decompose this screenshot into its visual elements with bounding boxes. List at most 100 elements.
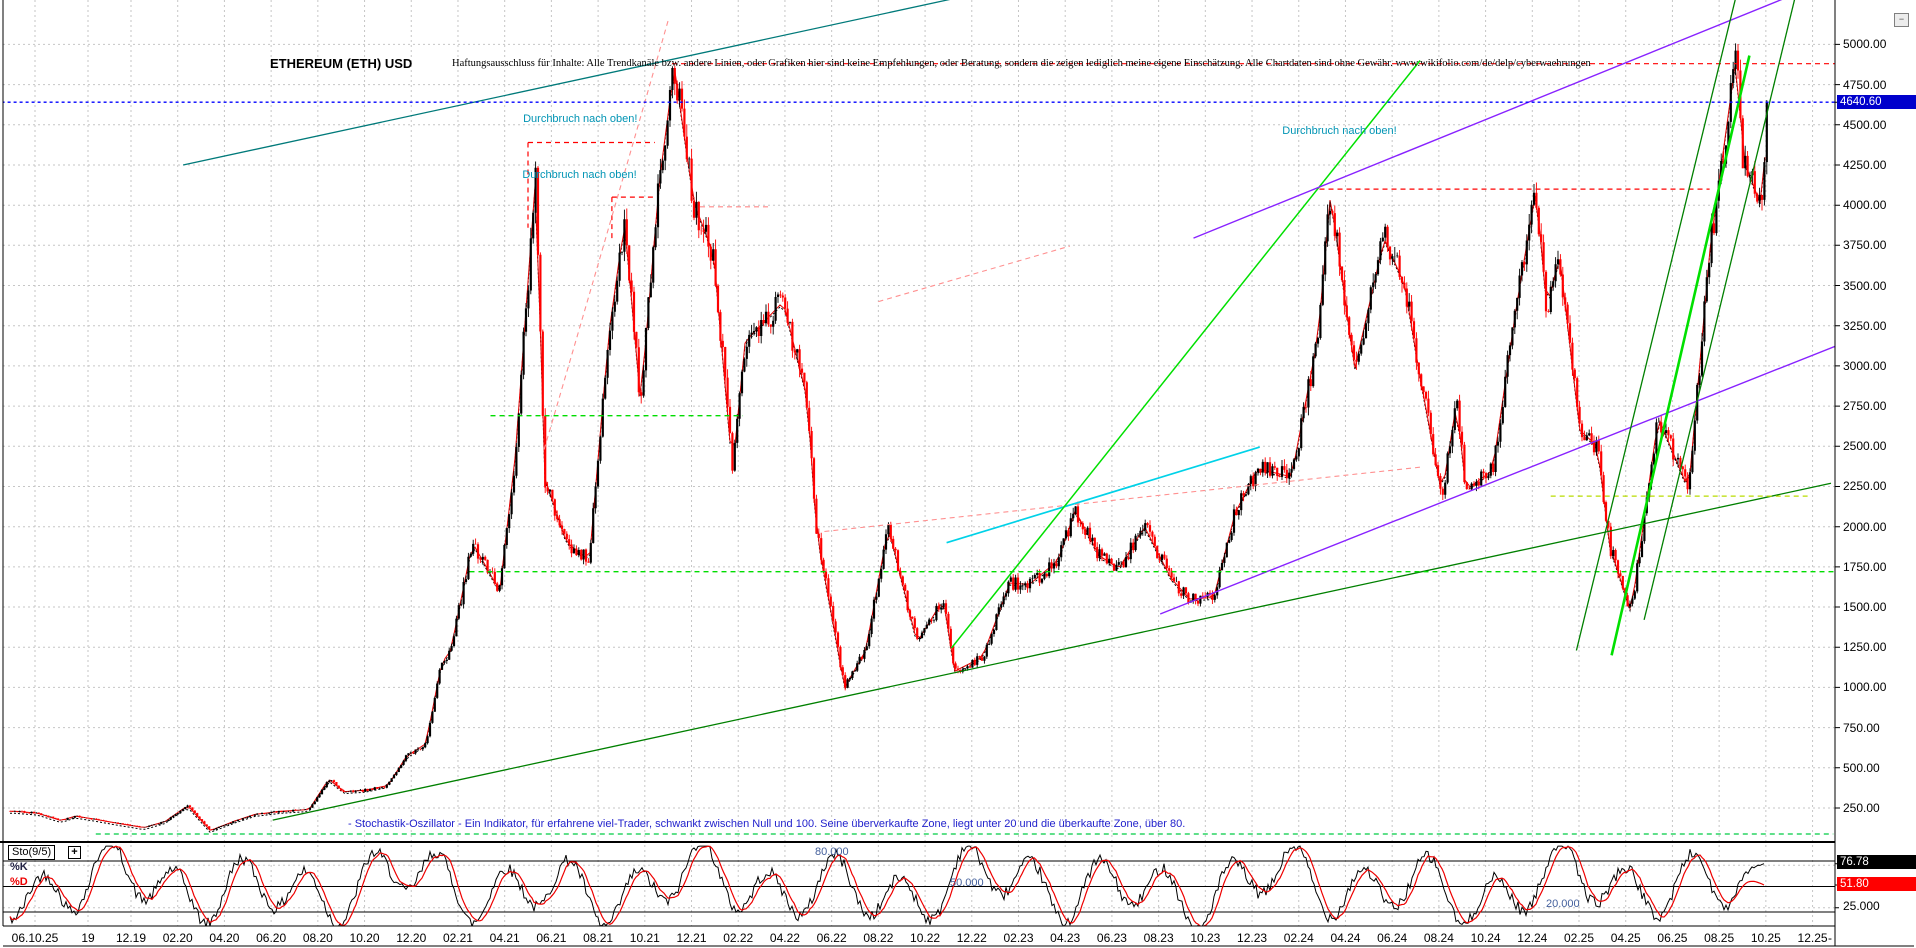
date-tick-label: 08.23 xyxy=(1143,931,1174,945)
steep-channel-right-2025 xyxy=(1643,0,1796,621)
date-tick-label: 06.21 xyxy=(536,931,567,945)
date-tick-label: 08.24 xyxy=(1423,931,1454,945)
green-longterm-support xyxy=(272,482,1832,821)
price-tick-label: 2750.00 xyxy=(1843,399,1887,414)
indicator-expand-button[interactable]: + xyxy=(68,846,81,859)
lime-steep-2025 xyxy=(1610,55,1751,656)
price-tick-label: 1250.00 xyxy=(1843,640,1887,655)
pink-resistance-2022-2024 xyxy=(824,466,1421,533)
minimize-button[interactable]: − xyxy=(1894,13,1909,27)
percent-d-label: %D xyxy=(10,876,28,888)
disclaimer-text: Haftungsausschluss für Inhalte: Alle Tre… xyxy=(452,58,1591,69)
date-tick-label: 10.21 xyxy=(629,931,660,945)
purple-upper-trendline xyxy=(1193,0,1783,239)
date-tick-label: 02.25 xyxy=(1563,931,1595,945)
date-tick-label: 06.23 xyxy=(1096,931,1127,945)
candles-up xyxy=(13,50,1768,831)
date-tick-label: 08.25 xyxy=(1704,931,1735,945)
cyan-trendline-2023 xyxy=(946,446,1260,544)
price-tick-label: 2500.00 xyxy=(1843,439,1887,454)
date-tick-label: 08.21 xyxy=(583,931,614,945)
date-tick-label: - xyxy=(1828,931,1832,945)
price-tick-label: 750.00 xyxy=(1843,720,1880,735)
percent-k-label: %K xyxy=(10,861,28,873)
date-tick-label: 10.24 xyxy=(1470,931,1501,945)
parabolic-support-2021 xyxy=(543,20,669,450)
stochastic-d-line xyxy=(9,845,1765,926)
current-price-badge: 4640.60 xyxy=(1837,95,1916,109)
date-tick-label: 02.24 xyxy=(1283,931,1314,945)
price-tick-label: 1500.00 xyxy=(1843,600,1887,615)
date-tick-label: 04.21 xyxy=(489,931,520,945)
price-tick-label: 4000.00 xyxy=(1843,198,1887,213)
candles-up-wicks xyxy=(14,43,1768,831)
date-tick-label: 12.19 xyxy=(115,931,147,945)
date-tick-label: 04.24 xyxy=(1330,931,1361,945)
date-tick-label: 10.22 xyxy=(910,931,941,945)
panel-separator xyxy=(0,841,1835,843)
stochastic-level-label: 20.000 xyxy=(1546,898,1580,910)
lime-uptrend-2022-2024 xyxy=(950,60,1421,649)
date-tick-label: 06.25 xyxy=(1657,931,1688,945)
date-tick-label: 12.22 xyxy=(956,931,987,945)
steep-channel-left-2025 xyxy=(1575,0,1736,651)
price-tick-label: 3500.00 xyxy=(1843,278,1887,293)
price-tick-label: 250.00 xyxy=(1843,801,1880,815)
minimize-icon: − xyxy=(1898,14,1905,24)
candles-down-wicks xyxy=(9,44,1763,831)
date-tick-label: 04.20 xyxy=(209,931,240,945)
date-tick-label: 04.22 xyxy=(769,931,800,945)
date-tick-label: 19 xyxy=(81,931,95,945)
date-tick-label: 04.25 xyxy=(1610,931,1641,945)
price-tick-label: 4250.00 xyxy=(1843,157,1887,172)
price-tick-label: 3250.00 xyxy=(1843,318,1887,333)
date-tick-label: 02.20 xyxy=(162,931,193,945)
candles-down xyxy=(8,50,1764,831)
date-tick-label: 04.23 xyxy=(1050,931,1081,945)
stochastic-d-badge: 51.80 xyxy=(1837,877,1916,891)
date-tick-label: 02.21 xyxy=(442,931,473,945)
breakout-annotation: Durchbruch nach oben! xyxy=(523,113,638,126)
date-tick-label: 02.23 xyxy=(1003,931,1034,945)
page-title: ETHEREUM (ETH) USD xyxy=(270,56,413,71)
stochastic-level-label: 80.000 xyxy=(815,846,849,858)
purple-lower-trendline xyxy=(1159,345,1835,615)
stochastic-level-label: 50.000 xyxy=(950,877,984,889)
price-tick-label: 4750.00 xyxy=(1843,77,1887,92)
price-tick-label: 2250.00 xyxy=(1843,479,1887,494)
date-tick-label: 10.23 xyxy=(1190,931,1221,945)
date-tick-label: 12.24 xyxy=(1517,931,1548,945)
date-tick-label: 06.24 xyxy=(1377,931,1408,945)
price-tick-label: 4500.00 xyxy=(1843,117,1887,132)
price-tick-label: 1750.00 xyxy=(1843,559,1887,574)
breakout-annotation: Durchbruch nach oben! xyxy=(522,168,637,181)
price-tick-label: 3750.00 xyxy=(1843,238,1887,253)
indicator-label[interactable]: Sto(9/5) xyxy=(8,845,56,860)
teal-longterm-line xyxy=(182,0,951,166)
date-tick-label: 02.22 xyxy=(723,931,754,945)
stochastic-k-badge: 76.78 xyxy=(1837,855,1916,869)
date-tick-label: 10.20 xyxy=(349,931,380,945)
stochastic-axis-tick: 25.000 xyxy=(1843,899,1880,913)
price-tick-label: 500.00 xyxy=(1843,760,1880,775)
price-tick-label: 3000.00 xyxy=(1843,358,1887,373)
price-tick-label: 1000.00 xyxy=(1843,680,1887,695)
date-tick-label: 06.10.25 xyxy=(11,931,59,945)
price-tick-label: 5000.00 xyxy=(1843,37,1887,52)
date-tick-label: 08.22 xyxy=(863,931,894,945)
stochastic-description: - Stochastik-Oszillator - Ein Indikator,… xyxy=(348,818,1186,830)
pink-projection-2023 xyxy=(878,245,1070,303)
date-tick-label: 08.20 xyxy=(302,931,333,945)
date-tick-label: 12.25 xyxy=(1797,931,1828,945)
date-tick-label: 06.22 xyxy=(816,931,847,945)
date-tick-label: 12.23 xyxy=(1237,931,1268,945)
date-tick-label: 12.21 xyxy=(676,931,707,945)
date-tick-label: 10.25 xyxy=(1750,931,1781,945)
date-tick-label: 06.20 xyxy=(256,931,287,945)
price-tick-label: 2000.00 xyxy=(1843,519,1887,534)
date-tick-label: 12.20 xyxy=(396,931,427,945)
breakout-annotation: Durchbruch nach oben! xyxy=(1282,125,1397,138)
stochastic-k-line xyxy=(9,845,1765,926)
